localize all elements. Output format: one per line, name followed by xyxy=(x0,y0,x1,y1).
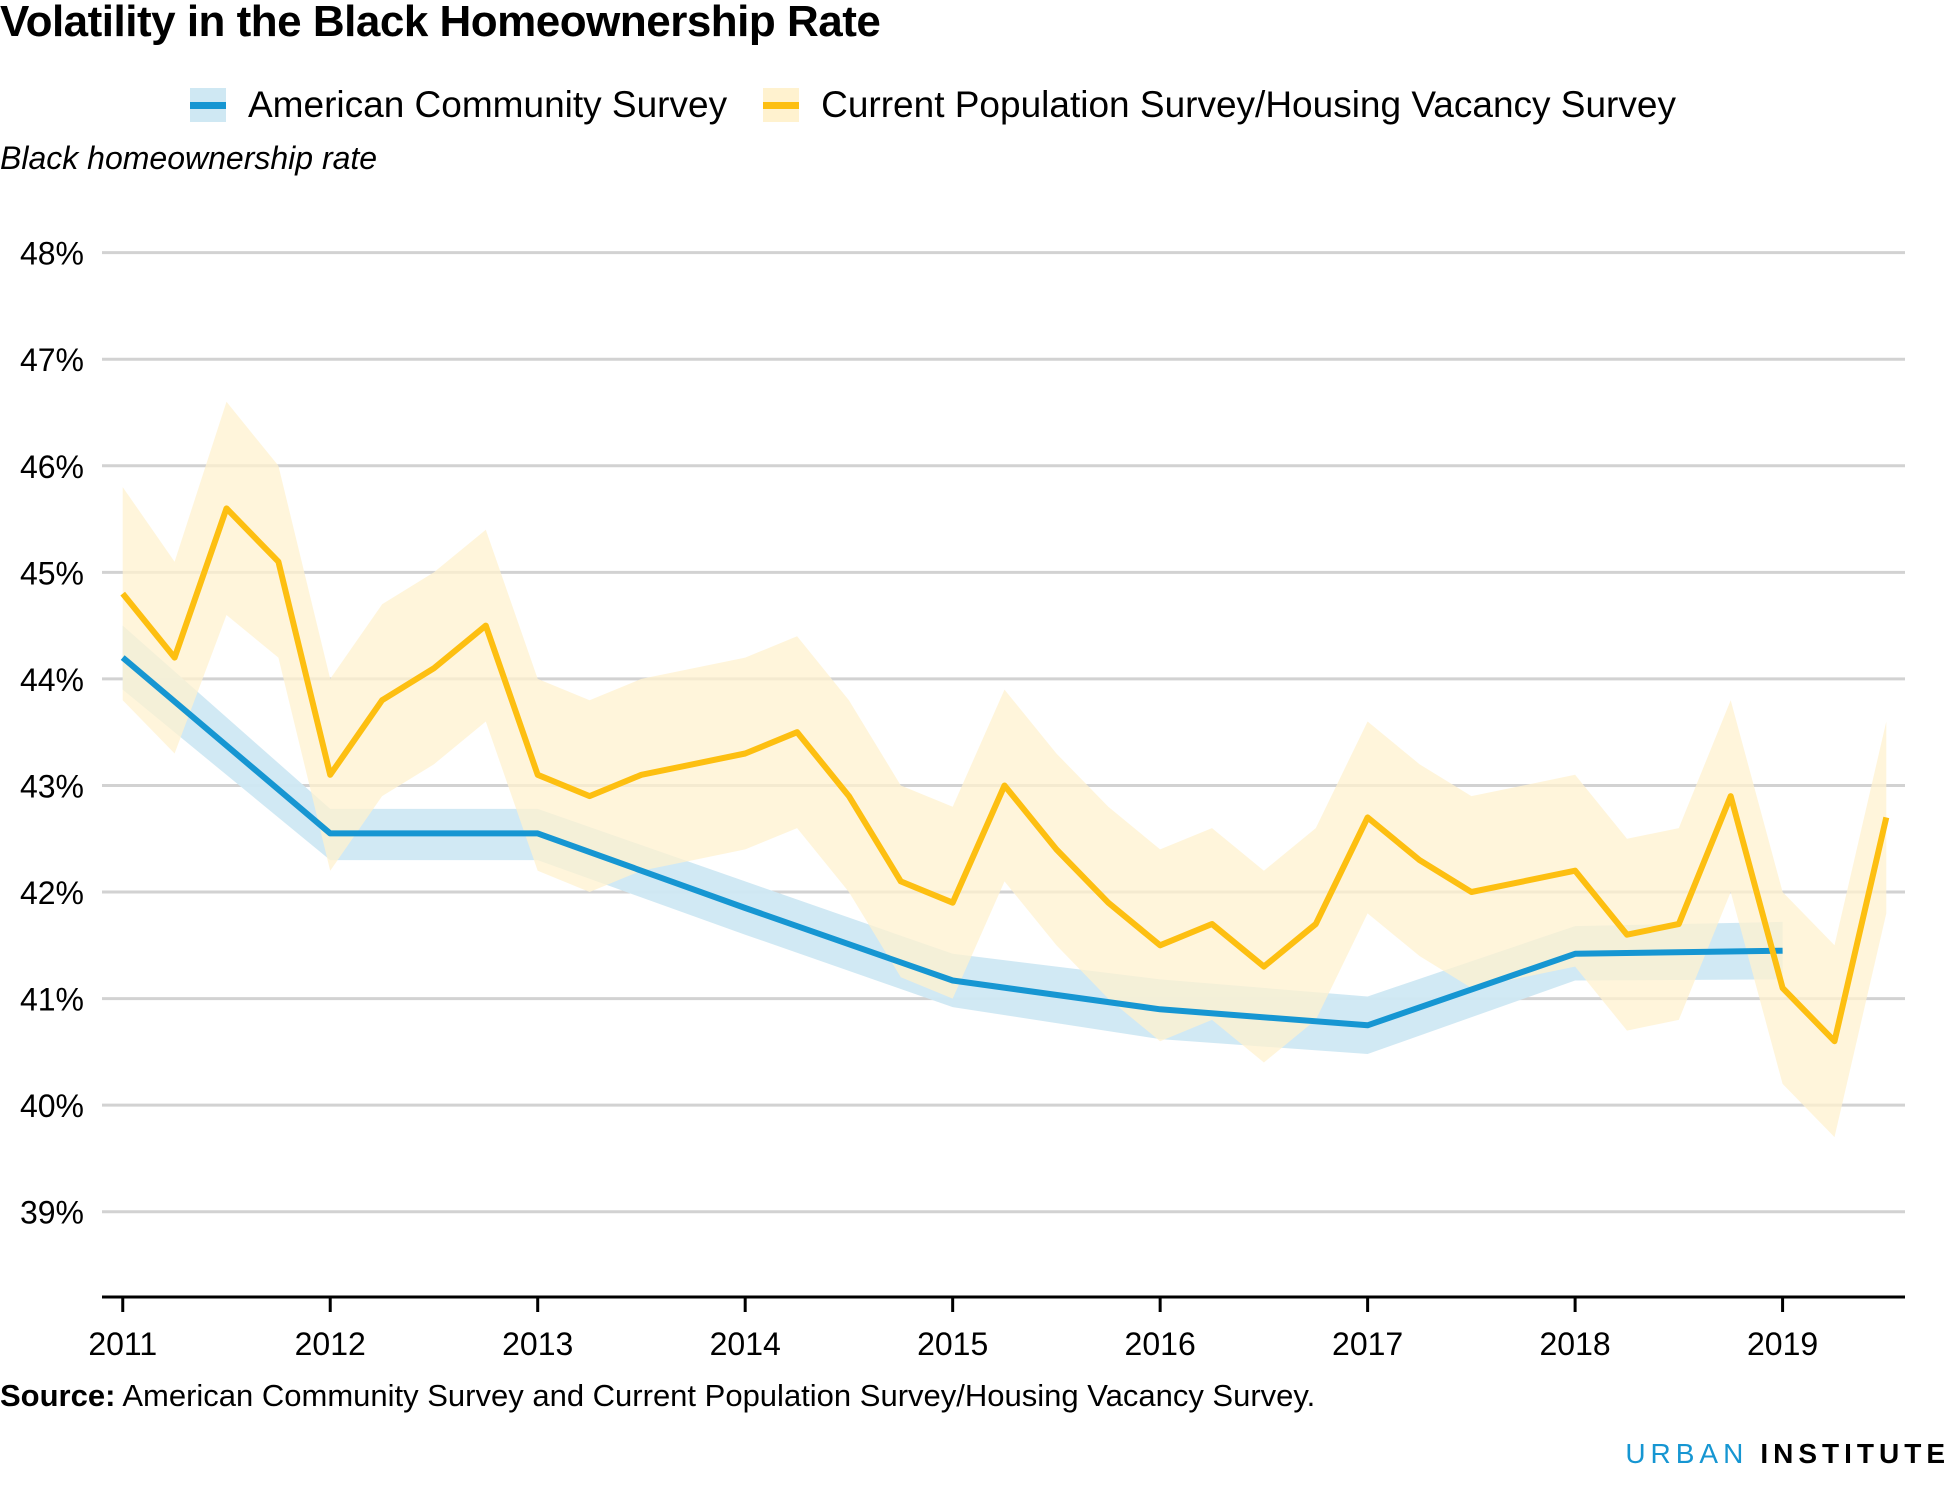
x-tick-label: 2012 xyxy=(295,1326,366,1362)
y-tick-label: 40% xyxy=(20,1088,84,1124)
y-tick-label: 44% xyxy=(20,662,84,698)
y-tick-label: 48% xyxy=(20,236,84,272)
confidence-band-cps xyxy=(122,401,1887,1138)
legend-label-cps: Current Population Survey/Housing Vacanc… xyxy=(821,84,1676,125)
y-tick-label: 45% xyxy=(20,555,84,591)
brand-urban: URBAN xyxy=(1625,1438,1749,1469)
y-tick-label: 46% xyxy=(20,449,84,485)
x-tick-label: 2011 xyxy=(88,1326,157,1362)
source-text: American Community Survey and Current Po… xyxy=(122,1378,1316,1413)
legend-swatch-acs xyxy=(190,88,226,122)
urban-institute-logo: URBAN INSTITUTE xyxy=(1625,1438,1950,1470)
chart-plot: 39%40%41%42%43%44%45%46%47%48% 2011 2012 2… xyxy=(20,236,1905,1362)
series-line-cps xyxy=(120,505,1890,1045)
x-tick-label: 2019 xyxy=(1747,1326,1818,1362)
x-axis xyxy=(102,1295,1905,1312)
source-note: Source: American Community Survey and Cu… xyxy=(0,1378,1315,1414)
x-tick-label: 2018 xyxy=(1540,1326,1611,1362)
brand-institute: INSTITUTE xyxy=(1760,1438,1950,1469)
legend-item-cps: Current Population Survey/Housing Vacanc… xyxy=(763,84,1676,126)
x-tick-label: 2015 xyxy=(917,1326,988,1362)
y-tick-label: 43% xyxy=(20,768,84,804)
x-tick-label: 2016 xyxy=(1125,1326,1196,1362)
y-tick-label: 41% xyxy=(20,982,84,1018)
y-tick-label: 39% xyxy=(20,1195,84,1231)
x-axis-tick-labels: 2011 2012 2013 2014 2015 2016 2017 2018 2019 xyxy=(88,1326,1818,1362)
chart-title: Volatility in the Black Homeownership Ra… xyxy=(0,0,881,46)
source-label: Source: xyxy=(0,1378,116,1413)
legend-item-acs: American Community Survey xyxy=(190,84,727,126)
x-tick-label: 2013 xyxy=(502,1326,573,1362)
y-tick-label: 47% xyxy=(20,342,84,378)
x-tick-label: 2014 xyxy=(710,1326,781,1362)
legend: American Community Survey Current Popula… xyxy=(190,80,1712,130)
legend-line-cps xyxy=(763,102,800,109)
y-tick-label: 42% xyxy=(20,875,84,911)
legend-swatch-cps xyxy=(763,88,800,122)
y-axis-title: Black homeownership rate xyxy=(0,140,378,176)
series-line-acs xyxy=(120,655,1783,1029)
confidence-bands xyxy=(122,401,1887,1138)
y-axis-tick-labels: 39% 40% 41% 42% 43% 44% 45% 46% 47% 48% xyxy=(20,236,84,1231)
series-lines xyxy=(120,505,1890,1045)
legend-line-acs xyxy=(190,102,226,109)
x-tick-label: 2017 xyxy=(1332,1326,1403,1362)
legend-label-acs: American Community Survey xyxy=(248,84,728,125)
